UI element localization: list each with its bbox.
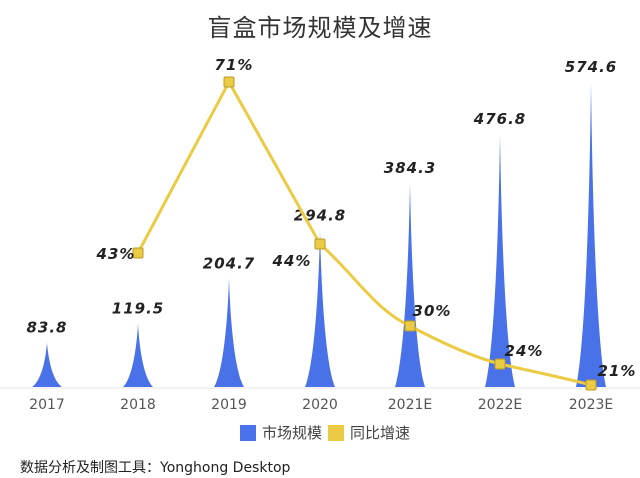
bar-series — [32, 82, 606, 387]
x-tick-label: 2017 — [29, 397, 65, 413]
line-series — [132, 76, 597, 391]
bar-value-label: 204.7 — [203, 254, 255, 272]
growth-value-label: 71% — [215, 56, 254, 74]
growth-marker[interactable] — [404, 320, 416, 332]
bar-spike[interactable] — [214, 278, 244, 387]
bar-spike[interactable] — [123, 323, 153, 387]
bar-value-label: 384.3 — [384, 159, 436, 177]
x-tick-label: 2020 — [302, 397, 338, 413]
legend-item-growth[interactable]: 同比增速 — [328, 422, 410, 443]
bar-value-label: 574.6 — [565, 58, 617, 76]
bar-spike[interactable] — [576, 82, 606, 387]
x-tick-label: 2021E — [388, 397, 432, 413]
legend-item-market[interactable]: 市场规模 — [240, 422, 322, 443]
bar-spike[interactable] — [395, 183, 425, 387]
growth-value-label: 44% — [272, 252, 312, 270]
x-tick-label: 2019 — [211, 397, 247, 413]
x-tick-label: 2022E — [478, 397, 522, 413]
growth-value-label: 30% — [413, 302, 452, 320]
x-tick-label: 2023E — [569, 397, 613, 413]
bar-spike[interactable] — [485, 133, 515, 387]
growth-value-label: 21% — [598, 362, 637, 380]
bar-value-label: 476.8 — [473, 110, 526, 128]
growth-line — [136, 78, 592, 387]
growth-value-label: 24% — [505, 342, 544, 360]
growth-marker[interactable] — [132, 247, 144, 259]
bar-value-label: 83.8 — [26, 319, 67, 337]
growth-marker[interactable] — [223, 76, 235, 88]
growth-marker[interactable] — [585, 379, 597, 391]
legend-label: 市场规模 — [262, 424, 323, 442]
legend-swatch-bar — [240, 424, 256, 441]
source-note: 数据分析及制图工具：Yonghong Desktop — [20, 460, 291, 476]
chart-title: 盲盒市场规模及增速 — [207, 14, 433, 42]
legend-swatch-line — [328, 424, 345, 441]
line-labels: 43% 71% 44% 30% 24% 21% — [96, 56, 637, 380]
x-tick-label: 2018 — [120, 397, 156, 413]
growth-marker[interactable] — [314, 238, 326, 250]
legend: 市场规模 同比增速 — [240, 422, 416, 443]
growth-marker[interactable] — [494, 358, 506, 370]
x-axis-ticks: 2017 2018 2019 2020 2021E 2022E 2023E — [29, 397, 613, 413]
growth-value-label: 43% — [96, 245, 136, 263]
legend-label: 同比增速 — [350, 424, 411, 442]
bar-spike[interactable] — [32, 342, 62, 387]
bar-spike[interactable] — [305, 230, 335, 387]
bar-value-label: 119.5 — [112, 300, 164, 318]
